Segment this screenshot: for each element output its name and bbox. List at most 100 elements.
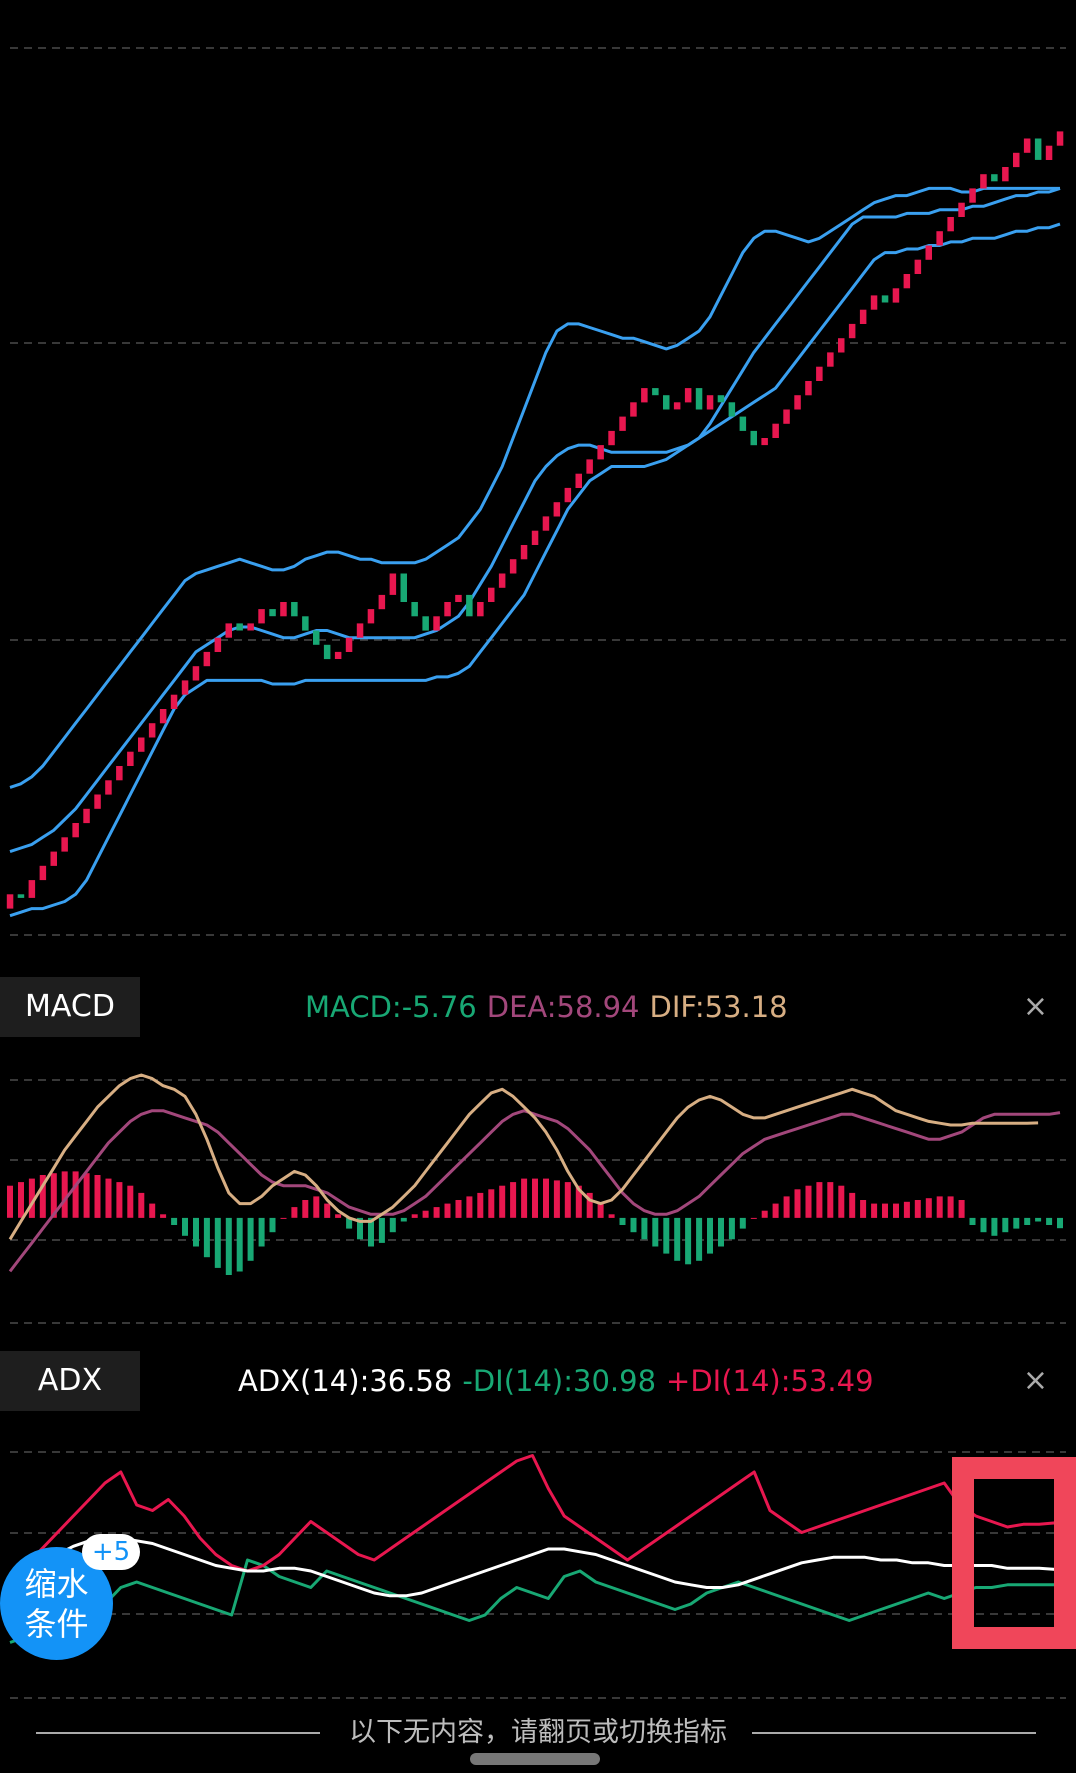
renko-brick-up (980, 174, 987, 189)
renko-brick-up (477, 602, 484, 617)
macd-bar-positive (914, 1200, 921, 1218)
macd-bar-positive (750, 1217, 757, 1219)
macd-bar-positive (608, 1214, 615, 1218)
renko-brick-down (323, 644, 331, 660)
macd-bar-negative (378, 1217, 385, 1243)
minus-di-line (9, 1558, 1055, 1644)
highlight-box (952, 1457, 1076, 1649)
macd-bar-positive (564, 1182, 571, 1218)
shrink-condition-button[interactable]: 缩水 条件 (0, 1547, 113, 1660)
macd-bar-negative (389, 1217, 396, 1233)
renko-brick-down (400, 573, 407, 602)
renko-brick-up (816, 366, 823, 381)
renko-brick-up (805, 381, 812, 396)
macd-bar-negative (707, 1217, 713, 1254)
minus-di-value-label: -DI(14):30.98 (462, 1364, 657, 1398)
renko-brick-down (17, 894, 25, 898)
adx-chart[interactable] (0, 1420, 1076, 1710)
macd-bar-negative (1013, 1217, 1020, 1229)
renko-brick-down (717, 395, 725, 403)
renko-brick-up (72, 823, 79, 838)
macd-bar-positive (532, 1178, 538, 1218)
macd-bar-positive (553, 1180, 560, 1218)
macd-bar-positive (521, 1178, 528, 1218)
dif-value-label: DIF:53.18 (649, 990, 788, 1024)
macd-bar-positive (18, 1182, 24, 1218)
plus-di-line (8, 1454, 1056, 1589)
macd-bar-positive (28, 1178, 35, 1218)
macd-bar-positive (302, 1200, 309, 1218)
macd-bar-negative (718, 1217, 724, 1247)
renko-brick-up (127, 751, 134, 766)
renko-brick-down (750, 430, 757, 446)
renko-brick-up (761, 438, 768, 446)
macd-bar-positive (586, 1192, 593, 1218)
macd-bar-negative (400, 1217, 407, 1222)
macd-bar-positive (149, 1203, 156, 1218)
macd-bar-negative (214, 1217, 221, 1268)
renko-brick-up (531, 530, 539, 545)
renko-brick-up (433, 616, 440, 631)
macd-bar-negative (1002, 1217, 1009, 1233)
renko-brick-down (236, 623, 243, 631)
renko-brick-up (367, 609, 375, 624)
macd-bar-positive (61, 1171, 68, 1218)
renko-brick-up (116, 766, 123, 781)
footer-right-divider (752, 1732, 1036, 1734)
renko-brick-up (1013, 152, 1020, 168)
close-adx-icon[interactable]: × (1022, 1363, 1048, 1398)
macd-value-label: MACD:-5.76 (305, 990, 477, 1024)
renko-brick-up (848, 323, 856, 339)
macd-bar-negative (630, 1217, 637, 1233)
renko-brick-up (83, 808, 90, 824)
renko-brick-up (28, 880, 36, 898)
macd-bar-negative (663, 1217, 670, 1254)
renko-brick-down (695, 388, 703, 410)
adx-tab[interactable]: ADX (0, 1351, 140, 1411)
renko-brick-down (269, 609, 276, 617)
renko-brick-up (1045, 145, 1053, 160)
macd-bar-positive (772, 1203, 779, 1218)
close-macd-icon[interactable]: × (1022, 989, 1048, 1024)
dif-line (8, 1073, 1039, 1241)
renko-brick-up (947, 217, 954, 232)
macd-bar-positive (925, 1198, 932, 1218)
renko-brick-up (958, 202, 965, 217)
boll-lower-line (9, 222, 1061, 918)
macd-bar-positive (477, 1192, 484, 1218)
macd-bar-positive (280, 1217, 287, 1219)
renko-brick-up (936, 231, 943, 246)
footer-left-divider (36, 1732, 320, 1734)
fab-count-badge: +5 (82, 1534, 140, 1570)
renko-brick-down (302, 616, 309, 631)
renko-brick-down (652, 388, 659, 396)
macd-bar-negative (203, 1217, 210, 1258)
macd-chart[interactable] (0, 1045, 1076, 1335)
macd-bar-negative (258, 1217, 265, 1247)
renko-brick-up (94, 794, 101, 809)
renko-brick-up (203, 651, 211, 667)
macd-tab[interactable]: MACD (0, 977, 140, 1037)
footer-text: 以下无内容，请翻页或切换指标 (349, 1717, 727, 1748)
renko-brick-up (914, 259, 922, 274)
macd-bar-negative (674, 1217, 681, 1261)
macd-bar-positive (499, 1185, 506, 1218)
renko-brick-up (542, 516, 550, 531)
renko-brick-up (280, 602, 287, 617)
main-price-chart[interactable] (0, 0, 1076, 945)
macd-bar-positive (455, 1200, 462, 1218)
macd-bar-positive (94, 1175, 101, 1218)
renko-brick-up (772, 423, 779, 438)
macd-bar-negative (357, 1217, 363, 1240)
renko-brick-up (641, 388, 648, 403)
renko-brick-up (1023, 138, 1031, 153)
macd-bar-negative (225, 1217, 232, 1275)
plus-di-value-label: +DI(14):53.49 (666, 1364, 874, 1398)
macd-bar-positive (160, 1214, 167, 1218)
home-indicator[interactable] (470, 1753, 600, 1765)
renko-brick-up (903, 274, 911, 289)
macd-bar-positive (903, 1201, 910, 1218)
renko-brick-down (663, 395, 670, 410)
macd-bar-positive (83, 1173, 90, 1218)
renko-brick-up (509, 559, 517, 574)
